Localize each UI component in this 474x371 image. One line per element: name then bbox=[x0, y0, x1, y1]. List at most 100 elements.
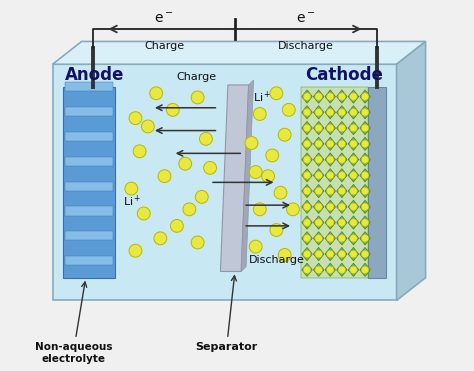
Circle shape bbox=[361, 187, 369, 195]
Circle shape bbox=[315, 140, 322, 148]
Circle shape bbox=[303, 93, 311, 100]
Polygon shape bbox=[313, 263, 324, 276]
Circle shape bbox=[166, 104, 179, 116]
Circle shape bbox=[338, 187, 346, 195]
Text: Discharge: Discharge bbox=[248, 255, 304, 265]
Circle shape bbox=[361, 140, 369, 148]
Text: Cathode: Cathode bbox=[305, 66, 383, 84]
Polygon shape bbox=[65, 181, 113, 191]
Circle shape bbox=[245, 137, 258, 150]
Polygon shape bbox=[360, 90, 370, 103]
Circle shape bbox=[278, 249, 291, 261]
Polygon shape bbox=[325, 90, 336, 103]
Circle shape bbox=[200, 132, 212, 145]
Polygon shape bbox=[360, 247, 370, 261]
Circle shape bbox=[315, 250, 322, 258]
Circle shape bbox=[315, 187, 322, 195]
Polygon shape bbox=[313, 200, 324, 213]
Circle shape bbox=[204, 161, 217, 174]
Text: Li$^+$: Li$^+$ bbox=[253, 90, 271, 105]
Circle shape bbox=[350, 187, 357, 195]
Circle shape bbox=[327, 109, 334, 116]
Polygon shape bbox=[360, 216, 370, 229]
Polygon shape bbox=[348, 216, 359, 229]
Circle shape bbox=[303, 234, 311, 242]
Circle shape bbox=[303, 250, 311, 258]
Polygon shape bbox=[325, 169, 336, 182]
Polygon shape bbox=[302, 232, 312, 245]
Circle shape bbox=[361, 234, 369, 242]
Polygon shape bbox=[302, 121, 312, 135]
Circle shape bbox=[338, 266, 346, 273]
Circle shape bbox=[338, 172, 346, 179]
Polygon shape bbox=[360, 232, 370, 245]
Circle shape bbox=[327, 172, 334, 179]
Polygon shape bbox=[348, 232, 359, 245]
Polygon shape bbox=[313, 106, 324, 119]
Polygon shape bbox=[65, 231, 113, 240]
Circle shape bbox=[350, 156, 357, 163]
Circle shape bbox=[254, 108, 266, 121]
Circle shape bbox=[249, 165, 262, 178]
Circle shape bbox=[338, 203, 346, 211]
Polygon shape bbox=[302, 200, 312, 213]
Circle shape bbox=[350, 172, 357, 179]
Circle shape bbox=[129, 112, 142, 125]
Polygon shape bbox=[65, 157, 113, 166]
Circle shape bbox=[270, 87, 283, 100]
Polygon shape bbox=[348, 106, 359, 119]
Circle shape bbox=[350, 109, 357, 116]
Circle shape bbox=[338, 124, 346, 132]
Circle shape bbox=[286, 203, 300, 216]
Circle shape bbox=[303, 219, 311, 226]
Polygon shape bbox=[313, 232, 324, 245]
Circle shape bbox=[303, 172, 311, 179]
Circle shape bbox=[262, 170, 274, 183]
Polygon shape bbox=[337, 200, 347, 213]
Text: e$^-$: e$^-$ bbox=[154, 12, 174, 26]
Polygon shape bbox=[348, 247, 359, 261]
Polygon shape bbox=[348, 200, 359, 213]
Polygon shape bbox=[360, 169, 370, 182]
Polygon shape bbox=[313, 184, 324, 198]
Circle shape bbox=[361, 250, 369, 258]
Circle shape bbox=[361, 156, 369, 163]
Circle shape bbox=[327, 203, 334, 211]
Polygon shape bbox=[313, 216, 324, 229]
Circle shape bbox=[270, 224, 283, 236]
Circle shape bbox=[338, 93, 346, 100]
Polygon shape bbox=[337, 263, 347, 276]
Circle shape bbox=[150, 87, 163, 100]
Circle shape bbox=[158, 170, 171, 183]
Text: Charge: Charge bbox=[144, 41, 184, 50]
Polygon shape bbox=[360, 200, 370, 213]
Circle shape bbox=[361, 93, 369, 100]
Circle shape bbox=[249, 240, 262, 253]
Circle shape bbox=[315, 124, 322, 132]
Circle shape bbox=[125, 182, 138, 195]
Polygon shape bbox=[302, 106, 312, 119]
Polygon shape bbox=[302, 153, 312, 166]
Circle shape bbox=[350, 266, 357, 273]
Polygon shape bbox=[65, 132, 113, 141]
Polygon shape bbox=[325, 263, 336, 276]
Circle shape bbox=[327, 187, 334, 195]
Circle shape bbox=[274, 186, 287, 199]
Polygon shape bbox=[313, 90, 324, 103]
Circle shape bbox=[338, 140, 346, 148]
Polygon shape bbox=[325, 137, 336, 150]
Polygon shape bbox=[302, 137, 312, 150]
Polygon shape bbox=[360, 106, 370, 119]
Text: Li$^+$: Li$^+$ bbox=[123, 193, 142, 209]
Polygon shape bbox=[360, 137, 370, 150]
Circle shape bbox=[350, 219, 357, 226]
Circle shape bbox=[327, 219, 334, 226]
Polygon shape bbox=[360, 153, 370, 166]
Circle shape bbox=[350, 93, 357, 100]
Circle shape bbox=[361, 124, 369, 132]
Polygon shape bbox=[302, 90, 312, 103]
Polygon shape bbox=[337, 169, 347, 182]
Circle shape bbox=[315, 156, 322, 163]
Circle shape bbox=[137, 207, 150, 220]
Circle shape bbox=[129, 244, 142, 257]
